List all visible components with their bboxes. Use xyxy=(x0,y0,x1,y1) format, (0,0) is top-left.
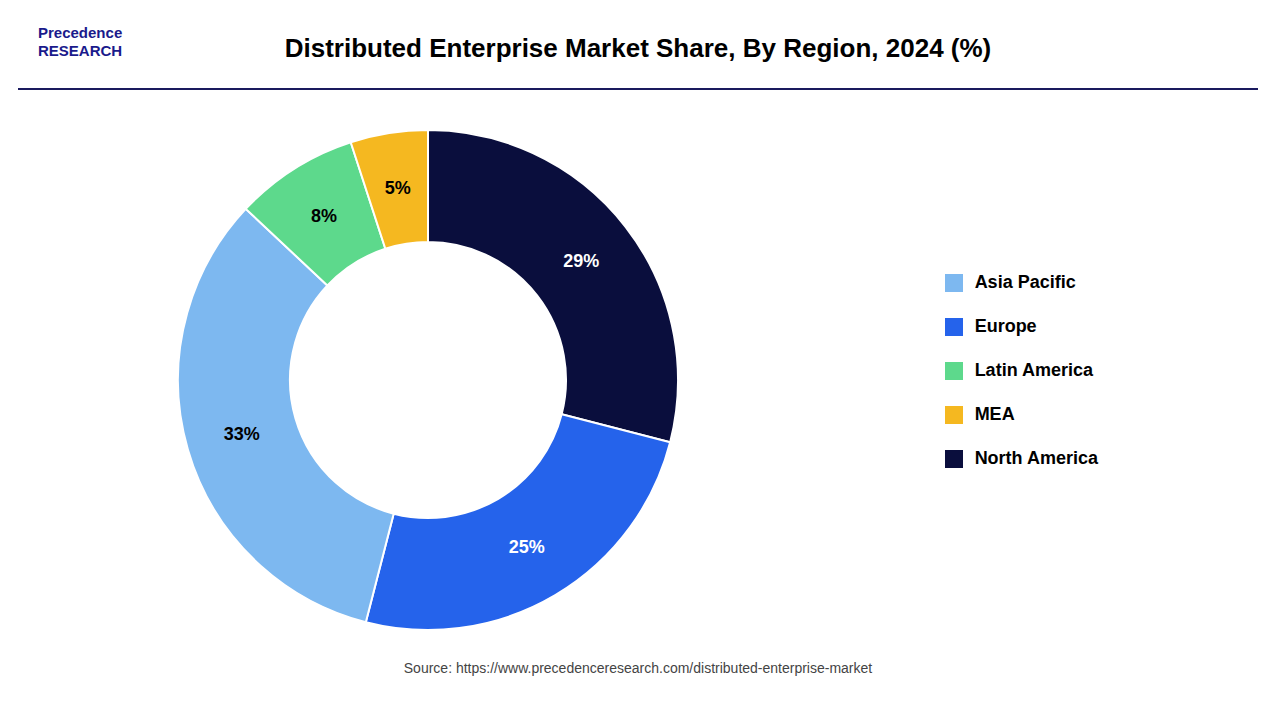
svg-text:25%: 25% xyxy=(509,537,545,557)
html-text:Europe: Europe xyxy=(974,316,1037,336)
svg-text:8%: 8% xyxy=(311,206,337,226)
svg-text:29%: 29% xyxy=(563,251,599,271)
html-text:Asia Pacific: Asia Pacific xyxy=(974,272,1076,292)
html-text:Precedence: Precedence xyxy=(38,24,123,41)
html-text:RESEARCH: RESEARCH xyxy=(38,42,123,59)
html-text:North America: North America xyxy=(974,448,1098,468)
html-text:Distributed Enterprise Market: Distributed Enterprise Market Share, By … xyxy=(284,32,992,63)
html-text:MEA: MEA xyxy=(974,404,1015,424)
html-text:Source: https://www.precedence: Source: https://www.precedenceresearch.c… xyxy=(403,660,873,676)
svg-text:5%: 5% xyxy=(385,178,411,198)
html-text:Latin America: Latin America xyxy=(974,360,1093,380)
svg-text:33%: 33% xyxy=(224,424,260,444)
